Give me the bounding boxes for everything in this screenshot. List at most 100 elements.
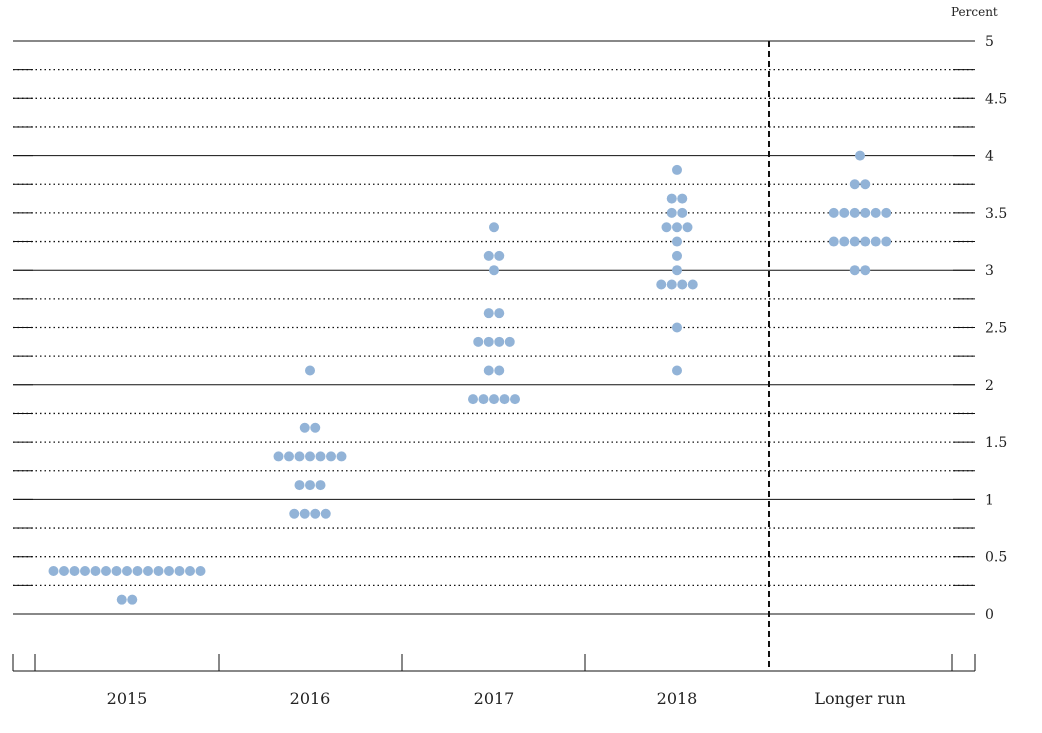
- dot-marker: [111, 566, 122, 577]
- dot-marker: [504, 336, 515, 347]
- dot-marker: [849, 207, 860, 218]
- dot-marker: [672, 236, 682, 247]
- dot-marker: [336, 451, 347, 462]
- dot-marker: [672, 322, 682, 333]
- dot-marker: [143, 566, 153, 577]
- dot-marker: [284, 451, 294, 462]
- dot-marker: [468, 394, 478, 405]
- dot-marker: [849, 236, 860, 247]
- dot-marker: [494, 308, 505, 319]
- dot-marker: [90, 566, 101, 577]
- dot-marker: [489, 394, 499, 405]
- dot-marker: [849, 265, 860, 276]
- dot-marker: [494, 365, 505, 376]
- gridlines: [13, 40, 975, 615]
- dot-marker: [682, 222, 693, 233]
- dot-marker: [289, 508, 300, 519]
- dot-marker: [494, 250, 505, 261]
- dot-marker: [499, 394, 510, 405]
- x-category-label: Longer run: [814, 689, 905, 708]
- dot-marker: [870, 236, 881, 247]
- dot-marker: [881, 236, 892, 247]
- dot-marker: [489, 265, 499, 276]
- dot-marker: [860, 265, 871, 276]
- y-axis-unit-label: Percent: [951, 5, 998, 19]
- dot-marker: [326, 451, 336, 462]
- dot-marker: [299, 508, 310, 519]
- dot-marker: [672, 265, 682, 276]
- labels: 0 0.5 1 1.5 2 2.5 3 3.5 4 4.5 5 Percent 2015 2016 2017…: [107, 5, 1008, 708]
- dot-marker: [860, 236, 871, 247]
- axes: [12, 41, 976, 672]
- dot-marker: [839, 207, 850, 218]
- dot-marker: [483, 250, 494, 261]
- dot-marker: [656, 279, 667, 290]
- dot-marker: [101, 566, 111, 577]
- dot-marker: [116, 594, 127, 605]
- y-tick-label: 2: [985, 378, 994, 394]
- dot-marker: [672, 250, 682, 261]
- dot-marker: [494, 336, 505, 347]
- data-points: [48, 150, 892, 605]
- dot-marker: [483, 308, 494, 319]
- dot-marker: [164, 566, 174, 577]
- dot-marker: [483, 336, 494, 347]
- dot-marker: [666, 193, 677, 204]
- dot-marker: [677, 207, 688, 218]
- dot-marker: [305, 365, 315, 376]
- dot-marker: [315, 480, 326, 491]
- dot-marker: [855, 150, 865, 161]
- dot-marker: [677, 279, 688, 290]
- dot-marker: [839, 236, 850, 247]
- dot-marker: [310, 422, 321, 433]
- dot-marker: [185, 566, 195, 577]
- y-tick-label: 0: [985, 607, 994, 623]
- dot-marker: [672, 164, 682, 175]
- dot-marker: [315, 451, 326, 462]
- x-category-label: 2018: [657, 689, 698, 708]
- dot-marker: [69, 566, 80, 577]
- dot-marker: [478, 394, 489, 405]
- dot-marker: [828, 207, 839, 218]
- dot-marker: [80, 566, 90, 577]
- x-category-label: 2015: [107, 689, 148, 708]
- dot-marker: [273, 451, 284, 462]
- dot-marker: [666, 279, 677, 290]
- dot-marker: [849, 179, 860, 190]
- dot-marker: [132, 566, 143, 577]
- dot-marker: [294, 451, 305, 462]
- dot-marker: [687, 279, 698, 290]
- dot-marker: [174, 566, 185, 577]
- y-tick-label: 4: [985, 149, 994, 165]
- dot-marker: [666, 207, 677, 218]
- dot-marker: [305, 480, 315, 491]
- dot-marker: [153, 566, 164, 577]
- dot-marker: [483, 365, 494, 376]
- dot-marker: [305, 451, 315, 462]
- dot-marker: [48, 566, 59, 577]
- dot-marker: [489, 222, 499, 233]
- dot-marker: [672, 365, 682, 376]
- dot-marker: [860, 179, 871, 190]
- dot-marker: [661, 222, 672, 233]
- dot-marker: [59, 566, 69, 577]
- y-tick-label: 3: [985, 263, 994, 279]
- y-tick-label: 2.5: [985, 321, 1007, 337]
- x-category-label: 2016: [290, 689, 331, 708]
- dot-marker: [860, 207, 871, 218]
- dot-marker: [195, 566, 206, 577]
- dot-marker: [127, 594, 138, 605]
- y-tick-label: 5: [985, 34, 994, 50]
- dot-marker: [299, 422, 310, 433]
- dot-marker: [320, 508, 331, 519]
- dot-marker: [870, 207, 881, 218]
- dot-marker: [510, 394, 520, 405]
- x-category-label: 2017: [474, 689, 515, 708]
- dot-marker: [122, 566, 132, 577]
- y-tick-label: 1: [985, 492, 994, 508]
- dot-marker: [677, 193, 688, 204]
- dot-marker: [294, 480, 305, 491]
- dot-marker: [310, 508, 321, 519]
- dot-marker: [672, 222, 682, 233]
